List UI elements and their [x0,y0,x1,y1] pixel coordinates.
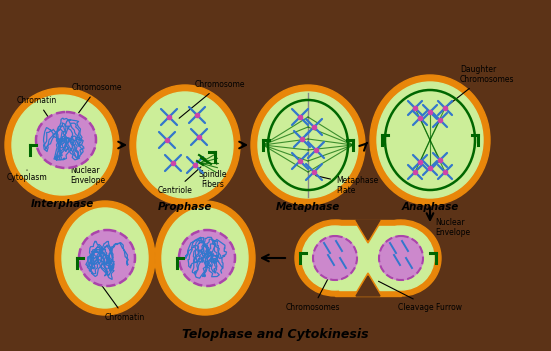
Text: Nuclear
Envelope: Nuclear Envelope [435,218,470,237]
Ellipse shape [179,230,235,286]
Ellipse shape [5,88,119,202]
Polygon shape [356,276,380,296]
Ellipse shape [251,85,365,205]
Ellipse shape [36,112,96,168]
Ellipse shape [162,208,248,308]
Text: Interphase: Interphase [30,199,94,209]
Text: Metaphase: Metaphase [276,202,340,212]
Text: Daughter
Chromosomes: Daughter Chromosomes [444,65,515,108]
Polygon shape [356,273,380,293]
Ellipse shape [377,82,483,198]
Text: Cleavage Furrow: Cleavage Furrow [379,281,462,312]
Ellipse shape [313,236,357,280]
Bar [339,226,397,290]
Ellipse shape [155,201,255,315]
Text: Nuclear
Envelope: Nuclear Envelope [70,160,105,185]
Text: Metaphase
Plate: Metaphase Plate [316,176,378,195]
Ellipse shape [12,95,112,195]
Ellipse shape [79,230,135,286]
Text: Cytoplasm: Cytoplasm [7,170,48,182]
Text: Chromosome: Chromosome [179,80,246,118]
Ellipse shape [370,75,490,205]
Ellipse shape [130,85,240,205]
Polygon shape [356,223,380,243]
Polygon shape [356,220,380,240]
Ellipse shape [379,236,423,280]
Text: Chromatin: Chromatin [101,285,145,322]
Text: Anaphase: Anaphase [401,202,458,212]
Ellipse shape [361,220,441,296]
Ellipse shape [368,226,434,290]
Bar [335,220,401,296]
Ellipse shape [137,92,233,198]
Text: Chromatin: Chromatin [17,96,57,128]
Text: Centriole: Centriole [158,167,201,195]
Ellipse shape [258,92,358,198]
Text: Chromosomes: Chromosomes [286,252,342,312]
Ellipse shape [55,201,155,315]
Ellipse shape [295,220,375,296]
Text: Chromosome: Chromosome [72,83,122,113]
Text: Spindle
Fibers: Spindle Fibers [199,163,227,189]
Ellipse shape [302,226,368,290]
Ellipse shape [62,208,148,308]
Text: Telophase and Cytokinesis: Telophase and Cytokinesis [182,328,368,341]
Text: Prophase: Prophase [158,202,212,212]
